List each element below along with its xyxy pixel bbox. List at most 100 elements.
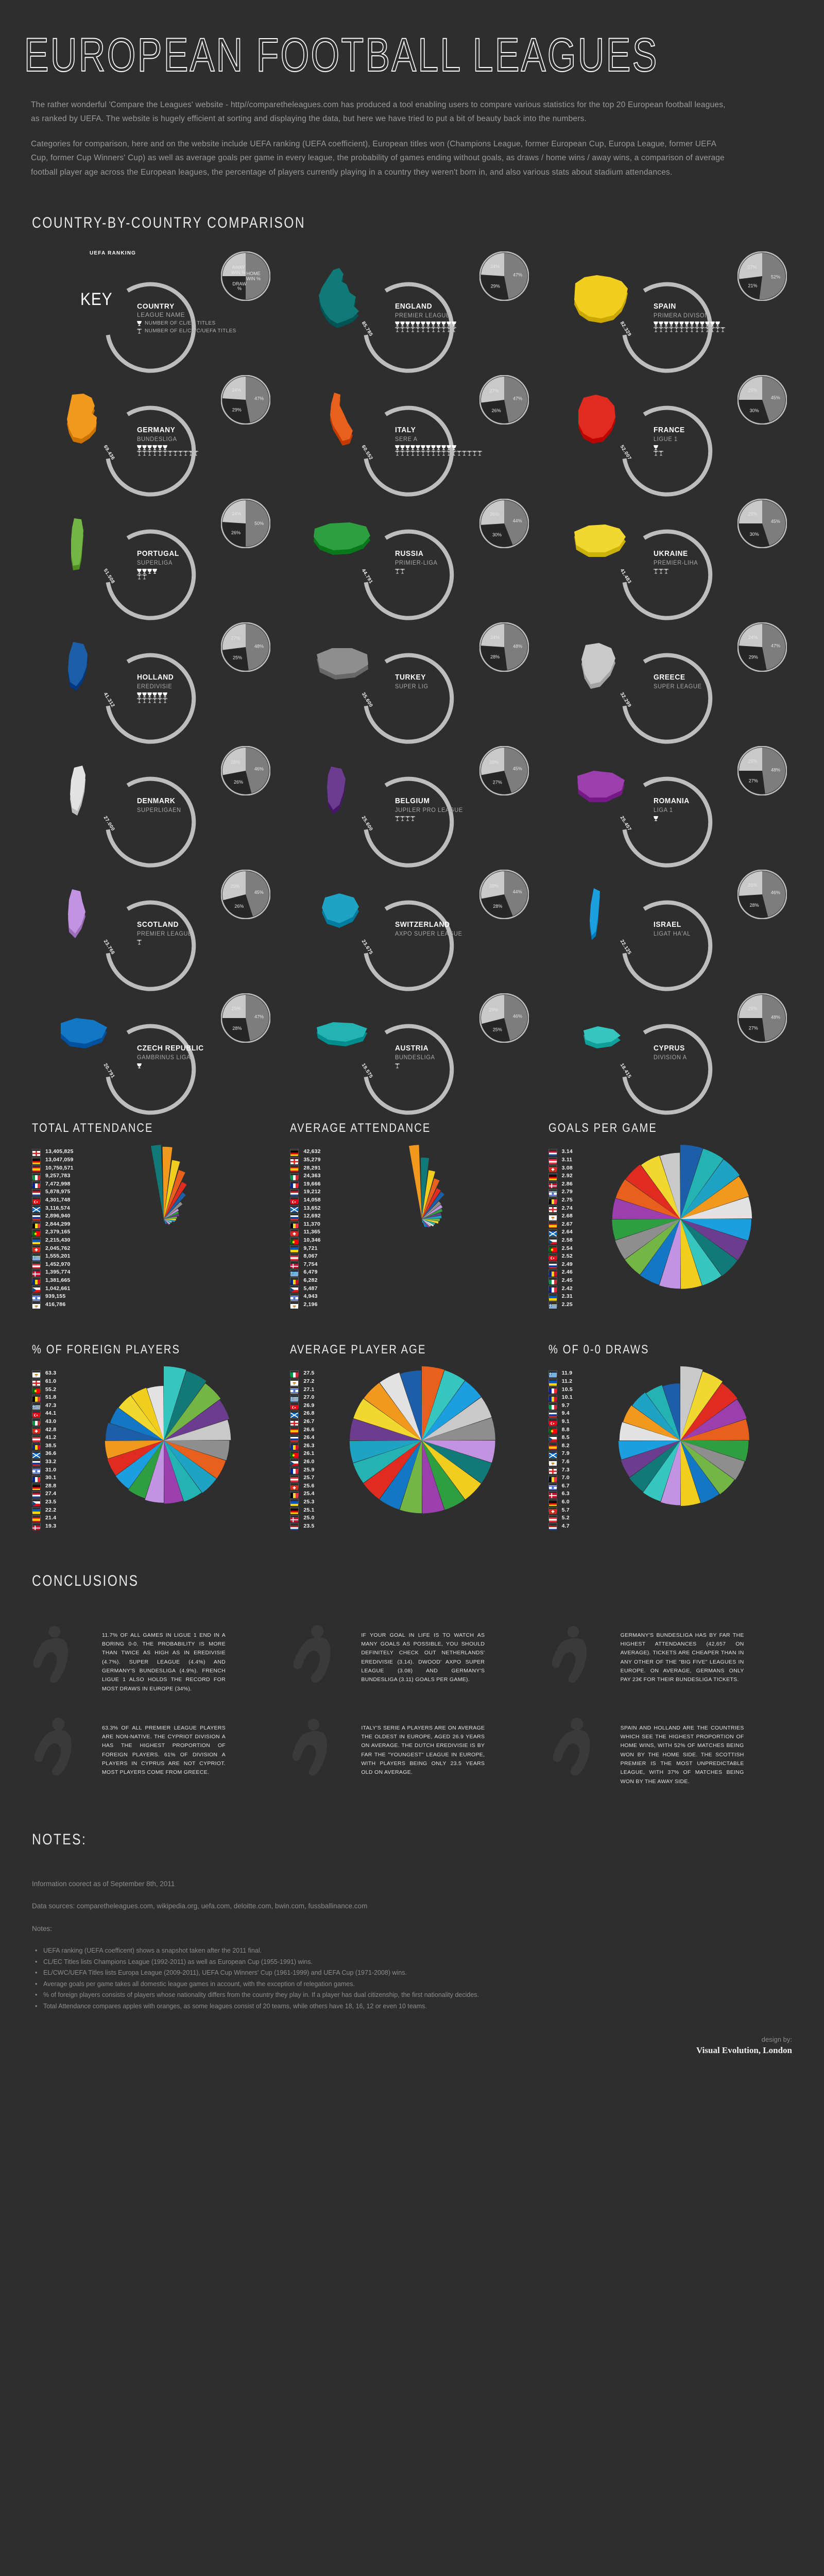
legend-item: 38.5 (32, 1442, 56, 1450)
flag-icon (548, 1450, 557, 1459)
legend-item: 1,395,774 (32, 1268, 74, 1277)
flag-icon (32, 1499, 41, 1506)
legend-item: 7.3 (548, 1466, 573, 1475)
flag-icon (548, 1378, 557, 1386)
league-name: GAMBRINUS LIGA (137, 1053, 191, 1061)
country-map (568, 758, 636, 824)
country-info: FRANCE LIGUE 1 (653, 426, 782, 456)
key-title: KEY (80, 289, 113, 309)
legend-item: 25.3 (290, 1498, 314, 1506)
results-pie-chart: 45% 27% 28% (479, 745, 529, 795)
country-map (52, 387, 119, 453)
legend-item: 61.0 (32, 1377, 56, 1386)
legend-value: 11,370 (303, 1221, 321, 1227)
legend-value: 7.6 (561, 1458, 570, 1465)
conclusion-item: IF YOUR GOAL IN LIFE IS TO WATCH AS MANY… (284, 1622, 540, 1715)
country-card: 25.457 48% 27% 25% ROMANIA LIGA 1 (541, 739, 799, 868)
legend-value: 25.9 (303, 1466, 315, 1473)
svg-text:46%: 46% (771, 890, 780, 895)
legend-item: 9.4 (548, 1410, 573, 1418)
country-name: CYPRUS (653, 1043, 685, 1053)
chart-panel: AVERAGE PLAYER AGE 27.5 27.2 27.1 27.0 26.9 26… (283, 1343, 541, 1549)
trophy-counts (137, 445, 266, 456)
country-name: BELGIUM (395, 796, 430, 805)
flag-icon (32, 1402, 41, 1410)
legend-value: 4,943 (303, 1293, 318, 1300)
flag-icon (290, 1483, 299, 1490)
svg-text:48%: 48% (771, 767, 780, 772)
svg-text:28%: 28% (231, 759, 240, 765)
legend-item: 26.1 (290, 1450, 314, 1458)
conclusion-column: GERMANY'S BUNDESLIGA HAS BY FAR THE HIGH… (543, 1622, 799, 1807)
flag-icon (32, 1475, 41, 1482)
legend-value: 11,365 (303, 1229, 321, 1235)
flag-icon (548, 1221, 557, 1229)
uefa-ranking-arc (294, 497, 454, 620)
flag-icon (548, 1507, 557, 1515)
league-name: SUPERLIGAEN (137, 806, 181, 814)
flag-icon (548, 1301, 557, 1309)
legend-item: 2,844,299 (32, 1220, 74, 1229)
legend-value: 10,346 (303, 1236, 321, 1243)
flag-icon (548, 1443, 557, 1450)
flag-icon (548, 1213, 557, 1221)
key-country-label: COUNTRY (137, 301, 175, 310)
flag-icon (290, 1515, 299, 1522)
legend-item: 2,379,165 (32, 1228, 74, 1236)
section-notes-heading: NOTES: (32, 1831, 87, 1848)
league-name: AXPO SUPER LEAGUE (395, 929, 462, 937)
flag-icon (32, 1213, 41, 1221)
flag-icon (32, 1237, 41, 1245)
league-name: LIGUE 1 (653, 435, 678, 443)
conclusion-item: ITALY'S SERIE A PLAYERS ARE ON AVERAGE T… (284, 1715, 540, 1807)
flag-icon (290, 1475, 299, 1482)
legend-value: 9.4 (561, 1410, 570, 1417)
conclusion-text: ITALY'S SERIE A PLAYERS ARE ON AVERAGE T… (361, 1724, 485, 1776)
legend-value: 51.8 (45, 1394, 57, 1401)
key-pie-chart: HOME WIN % AWAY WIN % DRAW% (221, 251, 271, 301)
country-card: 18.415 48% 27% 25% CYPRUS DIVISION A (541, 986, 799, 1115)
legend-value: 25.3 (303, 1498, 315, 1505)
legend-value: 19,666 (303, 1180, 321, 1187)
legend-item: 2.31 (548, 1292, 573, 1301)
legend-item: 8.2 (548, 1442, 573, 1450)
legend-value: 26.0 (303, 1458, 315, 1465)
legend-value: 1,042,661 (45, 1285, 71, 1292)
legend-value: 2.52 (561, 1253, 573, 1260)
legend-item: 2,896,940 (32, 1212, 74, 1221)
country-name: ISRAEL (653, 920, 681, 929)
legend-item: 9,721 (290, 1244, 320, 1253)
flag-icon (548, 1197, 557, 1205)
trophy-counts (137, 692, 266, 703)
legend-item: 30.1 (32, 1473, 56, 1482)
svg-text:48%: 48% (513, 643, 522, 649)
legend-value: 55.2 (45, 1386, 57, 1393)
uefa-ranking-arc (36, 868, 196, 991)
chart-title: % OF 0-0 DRAWS (548, 1342, 649, 1357)
results-pie-chart: 46% 25% 29% (479, 993, 529, 1043)
notes-list: UEFA ranking (UEFA coefficent) shows a s… (32, 1945, 792, 2012)
legend-item: 55.2 (32, 1385, 56, 1394)
svg-text:%: % (237, 286, 242, 291)
country-card: 82.329 52% 21% 27% SPAIN PRIMERA DIVISON (541, 244, 799, 373)
legend-value: 19.3 (45, 1522, 57, 1529)
svg-text:27%: 27% (749, 1025, 758, 1030)
legend-item: 1,042,661 (32, 1284, 74, 1293)
legend-value: 25.1 (303, 1506, 315, 1513)
legend-value: 43.0 (45, 1418, 57, 1425)
legend-value: 19,212 (303, 1189, 321, 1195)
legend-value: 26.1 (303, 1450, 315, 1457)
svg-text:WIN %: WIN % (246, 276, 261, 281)
intro-paragraph-2: Categories for comparison, here and on t… (31, 140, 725, 177)
league-name: SUPER LIG (395, 682, 429, 690)
notes-sources: Data sources: comparetheleagues.com, wik… (32, 1902, 368, 1910)
conclusion-item: SPAIN AND HOLLAND ARE THE COUNTRIES WHIC… (543, 1715, 799, 1807)
flag-icon (548, 1189, 557, 1196)
legend-value: 6,282 (303, 1277, 318, 1283)
flag-icon (548, 1173, 557, 1180)
legend-value: 25.6 (303, 1482, 315, 1489)
svg-text:29%: 29% (749, 654, 758, 659)
section-conclusions-heading: CONCLUSIONS (32, 1572, 139, 1589)
flag-icon (32, 1181, 41, 1189)
legend-value: 2.74 (561, 1205, 573, 1211)
